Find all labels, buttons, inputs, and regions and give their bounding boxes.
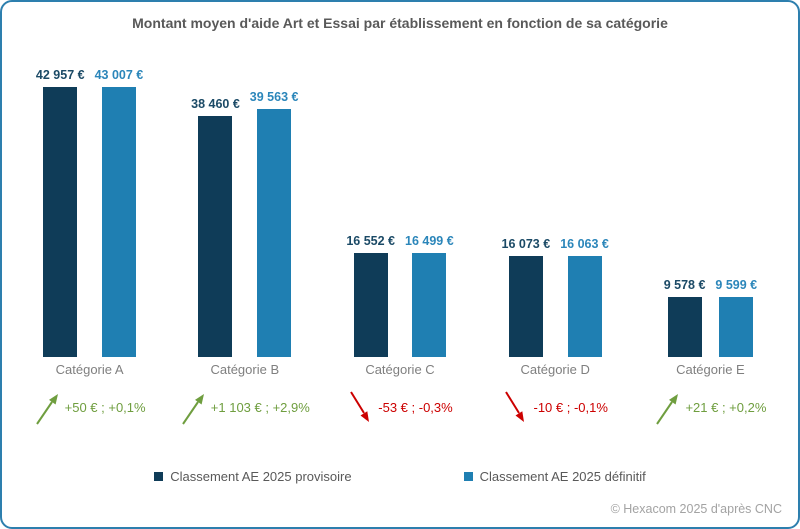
bar-group-provisoire: 9 578 € xyxy=(663,277,706,357)
bar-value-definitif: 43 007 € xyxy=(94,68,144,82)
chart-title: Montant moyen d'aide Art et Essai par ét… xyxy=(132,15,668,31)
bar-definitif xyxy=(257,108,292,357)
bar-group-provisoire: 38 460 € xyxy=(191,96,240,357)
bar-definitif xyxy=(412,253,447,357)
change-annotation: +21 € ; +0,2% xyxy=(633,389,788,431)
bar-provisoire xyxy=(353,253,388,357)
category-group: 9 578 € 9 599 € xyxy=(633,278,788,357)
change-text: -53 € ; -0,3% xyxy=(378,400,453,415)
bar-value-provisoire: 38 460 € xyxy=(191,96,240,111)
change-annotation: -53 € ; -0,3% xyxy=(322,389,477,431)
category-group: 38 460 € 39 563 € xyxy=(167,90,322,357)
change-arrow-up-icon xyxy=(35,394,58,425)
legend: Classement AE 2025 provisoire Classement … xyxy=(2,469,798,484)
legend-item-definitif: Classement AE 2025 définitif xyxy=(463,469,646,484)
legend-label-definitif: Classement AE 2025 définitif xyxy=(479,469,646,484)
category-label: Catégorie C xyxy=(365,362,435,377)
bar-definitif xyxy=(567,256,602,357)
bar-group-provisoire: 16 552 € xyxy=(346,234,395,357)
category-cell: Catégorie A +50 € ; +0,1% xyxy=(12,362,167,431)
category-cell: Catégorie B +1 103 € ; +2,9% xyxy=(167,362,322,431)
change-text: -10 € ; -0,1% xyxy=(533,400,608,415)
change-text: +50 € ; +0,1% xyxy=(64,400,146,415)
bar-group-definitif: 16 063 € xyxy=(560,237,609,357)
category-cell: Catégorie E +21 € ; +0,2% xyxy=(633,362,788,431)
bar-value-provisoire: 42 957 € xyxy=(35,68,85,83)
bar-group-definitif: 9 599 € xyxy=(715,278,757,357)
bar-provisoire xyxy=(667,296,702,357)
change-arrow-up-icon xyxy=(181,394,204,425)
category-label: Catégorie B xyxy=(210,362,280,377)
change-arrow-down-icon xyxy=(505,391,525,422)
change-text: +1 103 € ; +2,9% xyxy=(210,400,310,415)
category-cell: Catégorie C -53 € ; -0,3% xyxy=(322,362,477,431)
legend-item-provisoire: Classement AE 2025 provisoire xyxy=(154,469,352,484)
category-group: 16 073 € 16 063 € xyxy=(478,237,633,357)
bar-provisoire xyxy=(43,87,78,357)
legend-label-provisoire: Classement AE 2025 provisoire xyxy=(170,469,352,484)
bar-value-definitif: 9 599 € xyxy=(715,277,758,292)
category-label: Catégorie E xyxy=(676,362,745,377)
category-label: Catégorie A xyxy=(55,362,124,377)
bar-group-provisoire: 42 957 € xyxy=(36,68,85,357)
bar-value-provisoire: 16 073 € xyxy=(501,237,551,252)
bar-group-definitif: 16 499 € xyxy=(405,234,454,357)
bar-value-provisoire: 9 578 € xyxy=(663,277,706,292)
bar-value-definitif: 16 499 € xyxy=(405,234,454,249)
change-text: +21 € ; +0,2% xyxy=(685,400,767,415)
bar-value-definitif: 39 563 € xyxy=(249,89,299,104)
bar-definitif xyxy=(719,296,754,357)
bar-group-definitif: 43 007 € xyxy=(94,68,144,357)
bar-group-provisoire: 16 073 € xyxy=(501,237,551,357)
change-annotation: -10 € ; -0,1% xyxy=(478,389,633,431)
category-cell: Catégorie D -10 € ; -0,1% xyxy=(478,362,633,431)
legend-swatch-provisoire xyxy=(154,472,164,481)
change-annotation: +50 € ; +0,1% xyxy=(12,389,167,431)
category-group: 42 957 € 43 007 € xyxy=(12,68,167,357)
bar-value-provisoire: 16 552 € xyxy=(346,234,395,249)
plot-area: 42 957 € 43 007 € 38 460 € 39 563 € 16 552 €… xyxy=(12,68,788,357)
bar-definitif xyxy=(101,87,136,357)
bar-provisoire xyxy=(198,115,233,357)
bar-provisoire xyxy=(508,256,543,357)
change-arrow-down-icon xyxy=(350,391,370,422)
legend-swatch-definitif xyxy=(463,472,473,481)
change-arrow-up-icon xyxy=(656,394,679,425)
bar-value-definitif: 16 063 € xyxy=(560,237,609,252)
bar-group-definitif: 39 563 € xyxy=(249,89,299,357)
credit-text: © Hexacom 2025 d'après CNC xyxy=(610,502,782,516)
category-axis: Catégorie A +50 € ; +0,1% Catégorie B +1 10… xyxy=(12,362,788,431)
category-group: 16 552 € 16 499 € xyxy=(322,234,477,357)
category-label: Catégorie D xyxy=(520,362,590,377)
change-annotation: +1 103 € ; +2,9% xyxy=(167,389,322,431)
